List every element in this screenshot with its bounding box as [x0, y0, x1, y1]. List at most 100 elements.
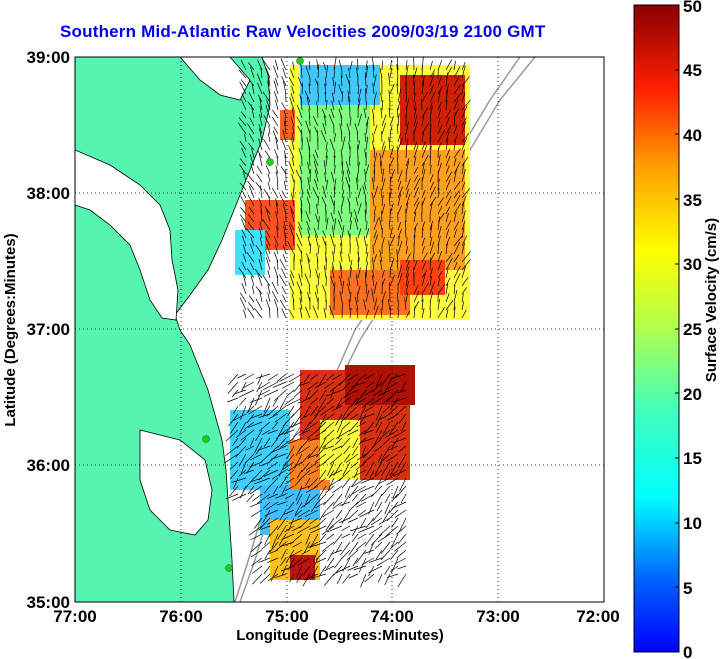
- velocity-arrow: [259, 421, 271, 432]
- velocity-arrow: [284, 485, 295, 492]
- velocity-arrow: [437, 154, 441, 167]
- velocity-arrow: [339, 261, 343, 271]
- velocity-arrow: [381, 114, 387, 127]
- velocity-arrow: [310, 525, 327, 534]
- velocity-arrow: [373, 234, 379, 247]
- velocity-arrow: [397, 533, 407, 545]
- velocity-arrow: [373, 389, 383, 397]
- velocity-arrow: [421, 228, 424, 239]
- velocity-arrow: [337, 219, 343, 231]
- velocity-arrow: [429, 257, 432, 271]
- velocity-arrow: [461, 265, 467, 279]
- velocity-arrow: [339, 501, 351, 506]
- velocity-arrow: [277, 421, 287, 437]
- velocity-arrow: [453, 301, 456, 311]
- velocity-arrow: [388, 136, 391, 151]
- velocity-arrow: [246, 228, 255, 239]
- velocity-arrow: [281, 268, 287, 279]
- velocity-arrow: [281, 190, 287, 199]
- velocity-arrow: [311, 501, 319, 512]
- velocity-arrow: [238, 389, 255, 398]
- x-tick-label: 76:00: [159, 607, 202, 626]
- velocity-arrow: [445, 109, 452, 119]
- velocity-arrow: [309, 116, 311, 127]
- velocity-arrow: [264, 549, 271, 560]
- velocity-arrow: [314, 78, 319, 87]
- colorbar-tick-label: 35: [683, 191, 702, 210]
- velocity-arrow: [282, 381, 295, 389]
- velocity-arrow: [405, 158, 410, 167]
- velocity-arrow: [359, 413, 375, 420]
- velocity-arrow: [365, 252, 369, 263]
- velocity-arrow: [421, 168, 426, 183]
- velocity-arrow: [338, 275, 343, 287]
- velocity-arrow: [277, 517, 287, 531]
- velocity-arrow: [354, 123, 359, 135]
- velocity-arrow: [304, 90, 311, 103]
- velocity-arrow: [308, 541, 319, 549]
- velocity-arrow: [349, 201, 351, 215]
- velocity-arrow: [303, 573, 319, 581]
- velocity-arrow: [300, 501, 311, 508]
- velocity-arrow: [247, 397, 255, 414]
- velocity-arrow: [269, 541, 279, 553]
- velocity-arrow: [437, 216, 441, 231]
- velocity-arrow: [371, 57, 375, 71]
- velocity-arrow: [421, 141, 426, 151]
- velocity-arrow: [322, 509, 335, 518]
- velocity-arrow: [259, 573, 271, 584]
- velocity-arrow: [310, 541, 327, 548]
- velocity-arrow: [247, 308, 255, 319]
- velocity-arrow: [267, 80, 271, 95]
- velocity-arrow: [413, 101, 417, 111]
- velocity-arrow: [305, 120, 311, 135]
- velocity-arrow: [240, 59, 247, 71]
- velocity-arrow: [325, 155, 328, 167]
- velocity-arrow: [437, 101, 442, 111]
- velocity-arrow: [291, 157, 295, 167]
- velocity-arrow: [396, 549, 407, 559]
- velocity-arrow: [314, 453, 327, 463]
- velocity-arrow: [387, 381, 399, 389]
- velocity-arrow: [376, 501, 383, 512]
- colorbar-tick-label: 40: [683, 126, 702, 145]
- velocity-arrow: [264, 206, 271, 215]
- velocity-arrow: [290, 208, 295, 223]
- velocity-arrow: [357, 140, 361, 151]
- velocity-arrow: [445, 257, 453, 271]
- velocity-arrow: [276, 154, 279, 167]
- velocity-arrow: [264, 485, 271, 494]
- chesapeake-bay: [75, 149, 179, 321]
- velocity-arrow: [421, 261, 427, 271]
- velocity-arrow: [238, 122, 247, 135]
- velocity-arrow: [322, 123, 327, 135]
- velocity-arrow: [324, 83, 327, 95]
- velocity-arrow: [365, 243, 368, 255]
- velocity-arrow: [389, 266, 391, 279]
- velocity-arrow: [445, 236, 451, 247]
- velocity-arrow: [308, 205, 311, 215]
- velocity-arrow: [396, 107, 399, 119]
- velocity-arrow: [255, 298, 263, 311]
- velocity-arrow: [421, 299, 424, 311]
- velocity-arrow: [250, 541, 263, 553]
- velocity-arrow: [273, 485, 279, 495]
- velocity-arrow: [257, 272, 263, 287]
- x-tick-label: 77:00: [53, 607, 96, 626]
- velocity-arrow: [272, 397, 279, 407]
- velocity-arrow: [389, 67, 393, 79]
- velocity-arrow: [298, 429, 311, 436]
- velocity-arrow: [445, 72, 449, 87]
- velocity-arrow: [372, 509, 383, 522]
- velocity-arrow: [246, 461, 255, 474]
- velocity-arrow: [381, 203, 386, 215]
- velocity-arrow: [296, 116, 303, 127]
- velocity-arrow: [249, 117, 255, 127]
- velocity-arrow: [413, 259, 418, 271]
- velocity-arrow: [309, 517, 319, 525]
- velocity-arrow: [267, 517, 279, 525]
- velocity-arrow: [405, 64, 409, 79]
- velocity-arrow: [381, 210, 383, 223]
- velocity-arrow: [264, 150, 271, 159]
- velocity-arrow: [365, 65, 369, 79]
